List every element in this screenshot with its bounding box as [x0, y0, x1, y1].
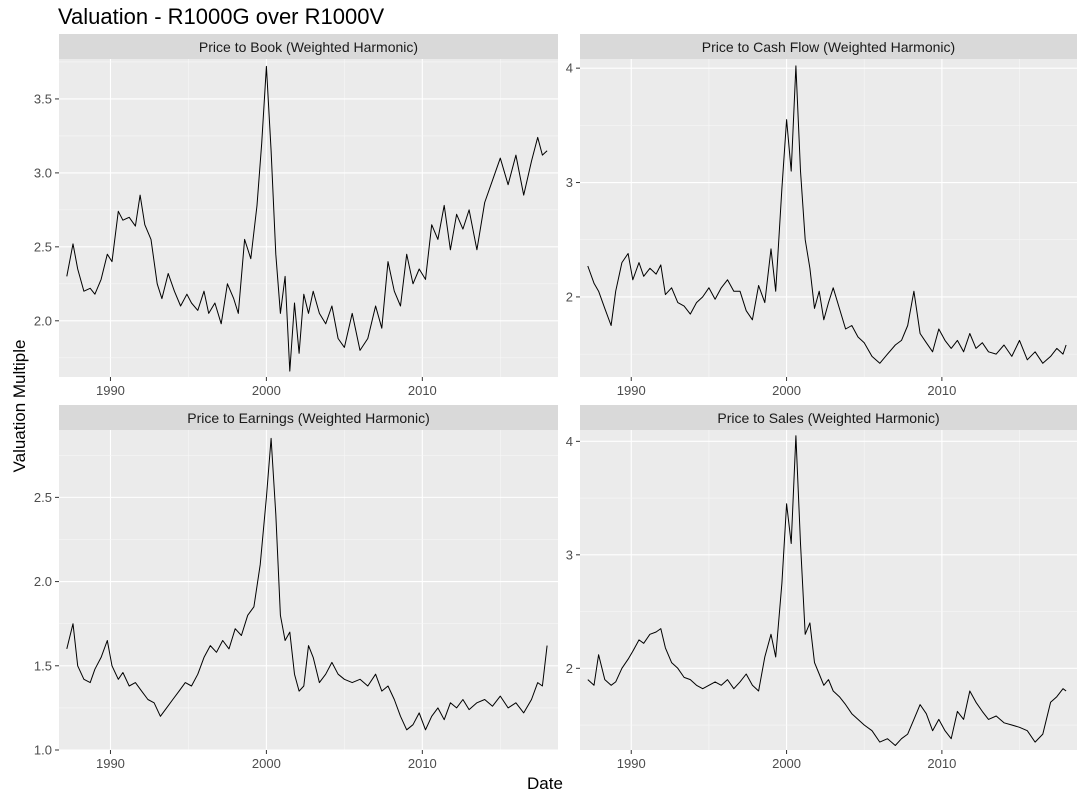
x-tick-label: 2010: [408, 756, 437, 771]
series-line: [587, 435, 1067, 746]
x-axis-title: Date: [527, 774, 563, 793]
x-tick-label: 2000: [252, 756, 281, 771]
facet-panel-4: Price to Sales (Weighted Harmonic) 2 3 4 199…: [566, 405, 1077, 771]
y-tick-label: 3: [566, 547, 573, 562]
x-tick-label: 2010: [927, 383, 956, 398]
x-tick-label: 2010: [927, 756, 956, 771]
x-tick-label: 2000: [772, 756, 801, 771]
facet-strip: [580, 34, 1077, 59]
x-tick-label: 2000: [772, 383, 801, 398]
x-tick-label: 2010: [408, 383, 437, 398]
y-tick-label: 1.5: [34, 658, 52, 673]
facet-panel-3: Price to Earnings (Weighted Harmonic) 1.0…: [34, 405, 558, 771]
y-tick-label: 3.5: [34, 91, 52, 106]
series-line: [66, 437, 548, 731]
y-tick-label: 3.0: [34, 165, 52, 180]
x-tick-label: 1990: [96, 383, 125, 398]
panel-background: [59, 59, 558, 377]
series-line: [587, 65, 1067, 364]
facet-strip: [59, 405, 558, 430]
y-axis-title: Valuation Multiple: [10, 339, 29, 473]
facet-strip: [59, 34, 558, 59]
facet-panel-1: Price to Book (Weighted Harmonic) 2.0 2.5 3…: [34, 34, 558, 398]
y-tick-label: 4: [566, 61, 573, 76]
y-tick-label: 2: [566, 289, 573, 304]
y-tick-label: 2.5: [34, 490, 52, 505]
y-tick-label: 2.0: [34, 574, 52, 589]
series-line: [66, 65, 548, 372]
panel-background: [59, 430, 558, 750]
x-tick-label: 1990: [617, 756, 646, 771]
facet-strip: [580, 405, 1077, 430]
y-tick-label: 2.0: [34, 313, 52, 328]
y-tick-label: 1.0: [34, 743, 52, 758]
facet-strip-label: Price to Cash Flow (Weighted Harmonic): [702, 39, 955, 55]
y-tick-label: 3: [566, 175, 573, 190]
y-tick-label: 4: [566, 434, 573, 449]
facet-strip-label: Price to Sales (Weighted Harmonic): [717, 410, 939, 426]
panel-background: [580, 59, 1077, 377]
x-tick-label: 1990: [617, 383, 646, 398]
facet-strip-label: Price to Book (Weighted Harmonic): [199, 39, 418, 55]
chart-title: Valuation - R1000G over R1000V: [58, 4, 385, 29]
panel-background: [580, 430, 1077, 750]
y-tick-label: 2: [566, 661, 573, 676]
y-tick-label: 2.5: [34, 239, 52, 254]
x-tick-label: 2000: [252, 383, 281, 398]
facet-panel-2: Price to Cash Flow (Weighted Harmonic) 2 3…: [566, 34, 1077, 398]
x-tick-label: 1990: [96, 756, 125, 771]
facet-strip-label: Price to Earnings (Weighted Harmonic): [187, 410, 430, 426]
